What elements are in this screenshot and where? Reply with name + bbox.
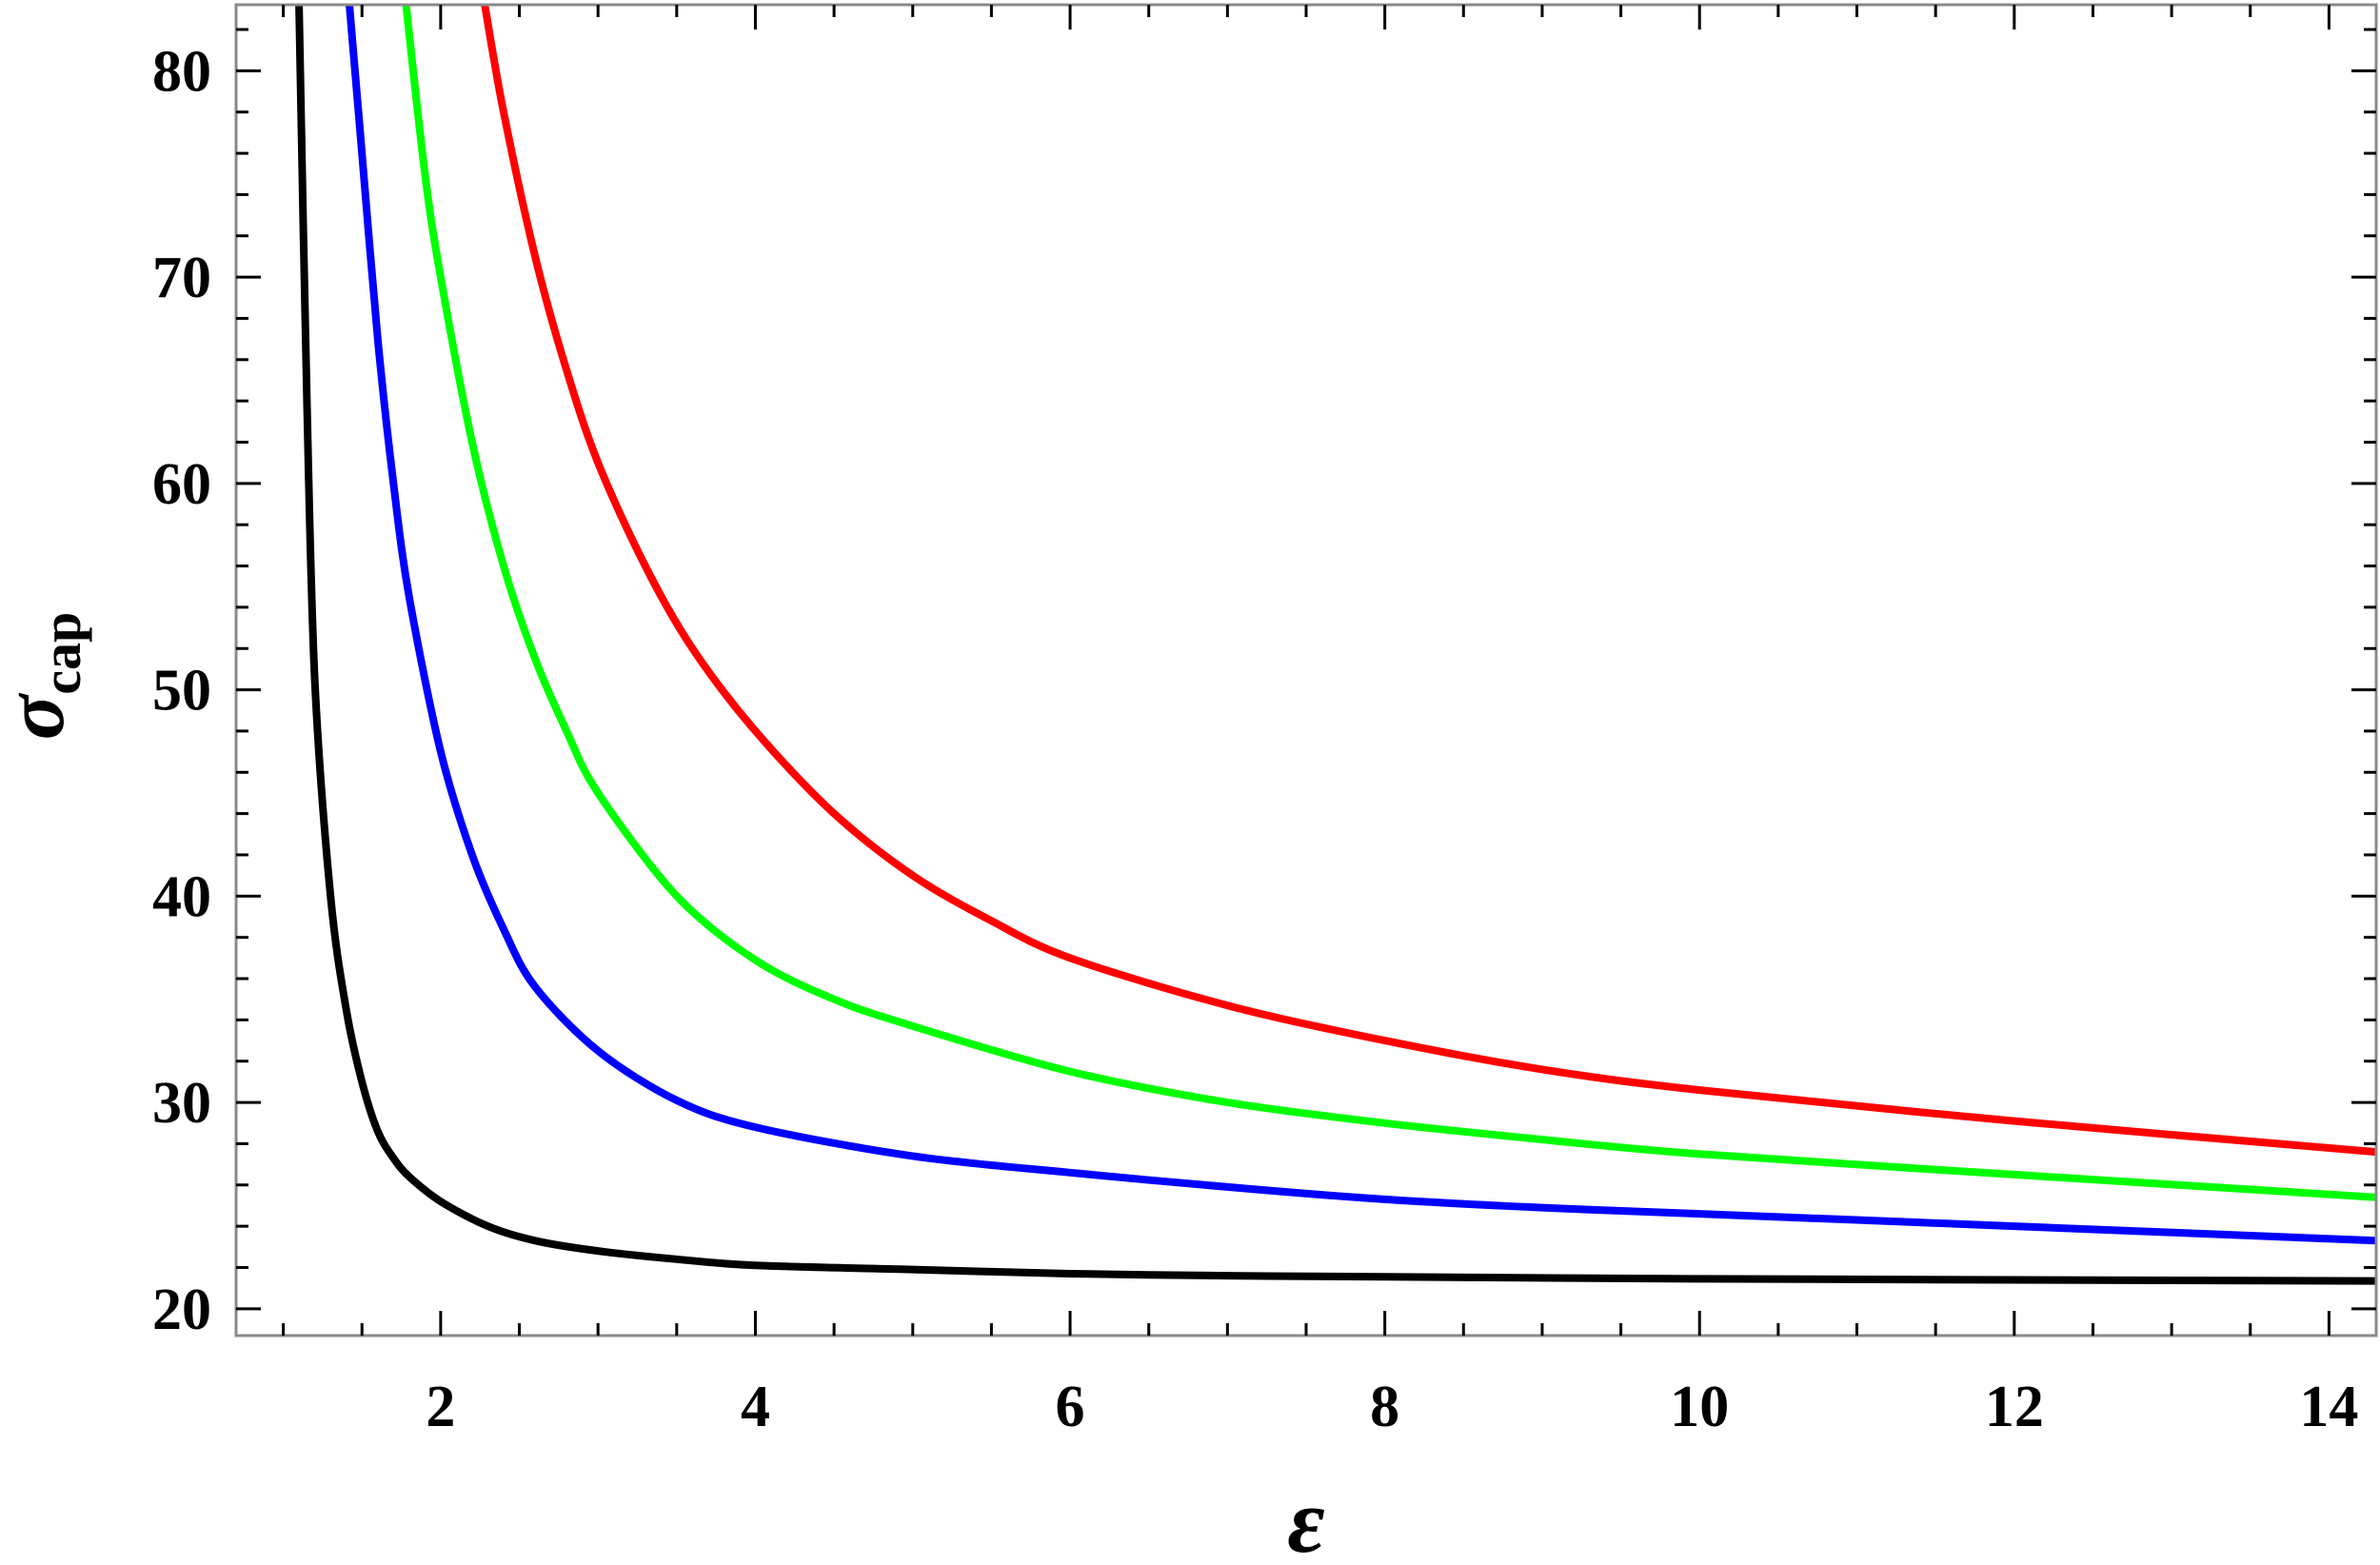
x-tick-label-8: 8	[1370, 1375, 1399, 1439]
x-tick-label-12: 12	[1985, 1375, 2044, 1439]
x-tick-labels: 2 4 6 8 10 12 14	[426, 1375, 2358, 1439]
x-tick-label-6: 6	[1056, 1375, 1085, 1439]
x-tick-label-2: 2	[426, 1375, 455, 1439]
plot-frame	[234, 3, 2378, 1337]
y-tick-label-20: 20	[152, 1278, 211, 1342]
x-axis-ticks	[282, 5, 2330, 1336]
x-tick-label-10: 10	[1670, 1375, 1729, 1439]
y-tick-label-60: 60	[152, 452, 211, 517]
x-tick-label-14: 14	[2299, 1375, 2358, 1439]
y-axis-label-symbol: σ	[0, 692, 82, 740]
y-tick-label-40: 40	[152, 864, 211, 929]
y-axis-label-subscript: cap	[30, 612, 92, 695]
x-axis-label: ε	[1287, 1470, 1324, 1565]
y-tick-label-50: 50	[152, 659, 211, 723]
y-axis-ticks	[236, 28, 2376, 1311]
series-line-1	[295, 5, 2376, 1285]
curves	[295, 5, 2376, 1285]
y-tick-labels: 20 30 40 50 60 70 80	[152, 39, 211, 1341]
x-tick-label-4: 4	[741, 1375, 770, 1439]
series-line-3	[402, 5, 2376, 1201]
y-tick-label-80: 80	[152, 39, 211, 104]
y-tick-label-30: 30	[152, 1071, 211, 1136]
y-tick-label-70: 70	[152, 246, 211, 310]
y-axis-label: σcap	[0, 612, 92, 740]
series-line-4	[481, 5, 2376, 1157]
series-line-2	[346, 5, 2376, 1245]
